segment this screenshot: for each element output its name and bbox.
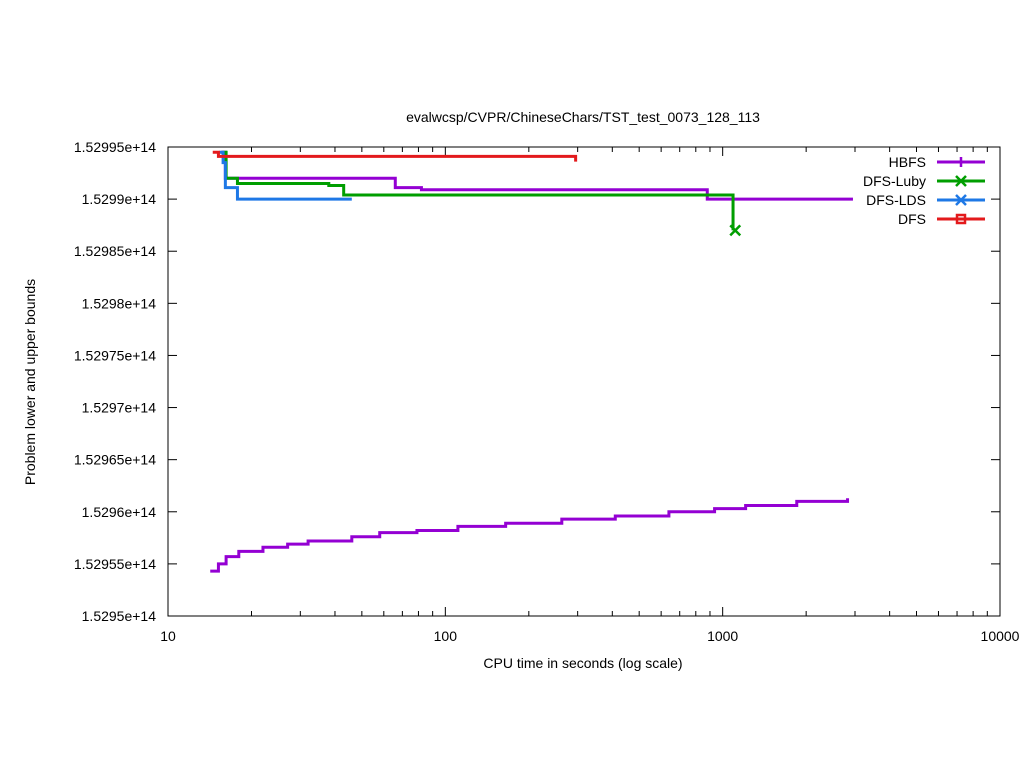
y-tick-label: 1.5299e+14	[82, 191, 157, 207]
legend-marker	[956, 157, 966, 167]
series-hbfs	[210, 150, 853, 573]
x-tick-label: 10000	[981, 628, 1020, 644]
series-line	[210, 498, 850, 573]
series-line	[219, 150, 352, 201]
x-tick-label: 10	[160, 628, 176, 644]
chart-title: evalwcsp/CVPR/ChineseChars/TST_test_0073…	[406, 109, 760, 125]
y-tick-label: 1.5298e+14	[82, 295, 157, 311]
marker-square	[955, 213, 967, 225]
series-layer	[210, 150, 853, 573]
y-axis-label: Problem lower and upper bounds	[22, 279, 38, 485]
series-end-marker	[729, 224, 742, 237]
series-line	[212, 150, 578, 162]
marker-plus	[956, 157, 966, 167]
marker-cross	[729, 224, 742, 237]
series-dfs-luby	[222, 150, 742, 237]
y-axis-ticks: 1.5295e+14 1.52955e+14 1.5296e+14 1.52965e+…	[74, 139, 1000, 624]
legend-label: DFS-Luby	[863, 173, 926, 189]
y-tick-label: 1.52995e+14	[74, 139, 156, 155]
series-dfs	[212, 150, 578, 162]
x-tick-label: 1000	[707, 628, 738, 644]
y-tick-label: 1.52955e+14	[74, 556, 156, 572]
y-tick-label: 1.52975e+14	[74, 347, 156, 363]
legend-marker	[955, 194, 967, 206]
legend-marker	[955, 175, 967, 187]
y-tick-label: 1.52985e+14	[74, 243, 156, 259]
series-dfs-lds	[219, 150, 352, 201]
legend-label: HBFS	[889, 154, 926, 170]
legend-label: DFS	[898, 211, 926, 227]
y-tick-label: 1.5295e+14	[82, 608, 157, 624]
plot-area-border	[167, 146, 1001, 617]
marker-asterisk	[955, 194, 967, 206]
y-tick-label: 1.5296e+14	[82, 504, 157, 520]
series-line	[220, 150, 853, 201]
marker-cross	[955, 175, 967, 187]
legend-marker	[955, 213, 967, 225]
legend-label: DFS-LDS	[866, 192, 926, 208]
legend: HBFS DFS-Luby DFS-LDS DFS	[863, 154, 985, 227]
x-axis-label: CPU time in seconds (log scale)	[483, 655, 682, 671]
y-tick-label: 1.5297e+14	[82, 400, 157, 416]
series-line	[222, 150, 735, 231]
x-tick-label: 100	[434, 628, 458, 644]
x-axis-ticks: 10 100 1000 10000	[160, 147, 1020, 644]
y-tick-label: 1.52965e+14	[74, 452, 156, 468]
